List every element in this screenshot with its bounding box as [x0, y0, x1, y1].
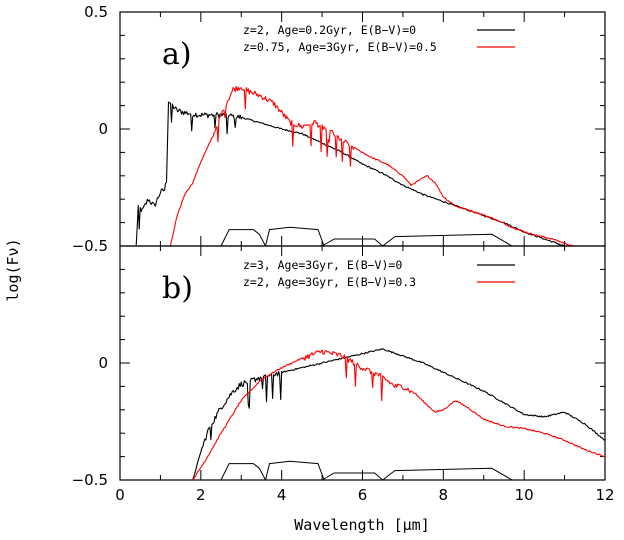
filter-curve: [321, 472, 384, 481]
y-tick-label: 0: [98, 120, 108, 138]
filter-curve: [321, 238, 384, 247]
x-tick-label: 8: [439, 486, 449, 504]
x-tick-label: 4: [277, 486, 287, 504]
panel-label: b): [162, 271, 193, 306]
series-line-2: [169, 85, 573, 247]
filter-curve: [220, 463, 266, 481]
legend-label: z=3, Age=3Gyr, E(B−V)=0: [243, 258, 402, 272]
panel-a: −0.5 0 0.5 z=2, Age=0.2Gyr, E(B−V)=0 z=0.75,…: [72, 3, 606, 255]
panel-b: 0 2 4 6 8 10 12 −0.5 0 z=3, Age=3Gyr, E(B−V)=0 z=2…: [72, 245, 615, 504]
series-line-1: [192, 348, 606, 480]
filter-curve: [265, 226, 325, 247]
filter-curve: [382, 233, 513, 247]
y-tick-label: −0.5: [72, 471, 108, 489]
y-axis-title: log(Fν): [4, 238, 22, 301]
legend-label: z=0.75, Age=3Gyr, E(B−V)=0.5: [243, 40, 437, 54]
series-line-1: [135, 101, 565, 247]
panel-label: a): [162, 37, 192, 72]
legend-label: z=2, Age=3Gyr, E(B−V)=0.3: [243, 275, 416, 289]
series-line-2: [192, 349, 606, 481]
x-tick-label: 2: [196, 486, 206, 504]
filter-curve: [220, 229, 266, 247]
x-axis-title: Wavelength [μm]: [294, 516, 429, 534]
y-tick-label: 0.5: [84, 3, 108, 21]
filter-curve: [265, 460, 325, 481]
filter-curve: [382, 467, 513, 481]
y-tick-label: 0: [98, 354, 108, 372]
y-tick-label: −0.5: [72, 237, 108, 255]
x-tick-label: 10: [515, 486, 534, 504]
legend-label: z=2, Age=0.2Gyr, E(B−V)=0: [243, 23, 416, 37]
x-tick-label: 0: [115, 486, 125, 504]
x-tick-label: 12: [595, 486, 614, 504]
x-tick-label: 6: [358, 486, 368, 504]
